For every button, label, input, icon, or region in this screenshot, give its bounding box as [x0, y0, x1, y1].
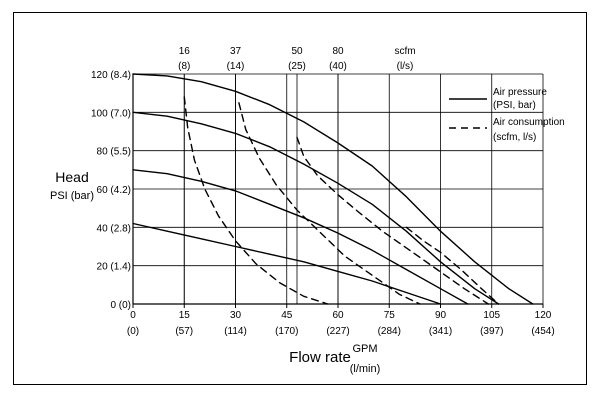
x-tick-label-secondary: (170)	[275, 326, 298, 337]
x-tick-label: 105	[483, 310, 500, 321]
y-tick-label: 120 (8.4)	[91, 70, 131, 81]
air-pressure-curve-2	[132, 111, 500, 305]
top-tick-label-secondary: (8)	[178, 61, 190, 72]
top-tick-label-secondary: (25)	[288, 61, 306, 72]
x-axis-unit-secondary: (l/min)	[350, 363, 381, 375]
air-consumption-curve-8	[405, 226, 500, 305]
x-axis-unit: GPM	[352, 343, 377, 355]
top-axis-label: scfm	[394, 46, 415, 57]
x-tick-label-secondary: (397)	[480, 326, 503, 337]
y-tick-label: 80 (5.5)	[97, 147, 131, 158]
legend-item-1-label: Air pressure	[493, 87, 547, 98]
x-tick-label-secondary: (114)	[224, 326, 247, 337]
x-tick-label: 30	[230, 310, 242, 321]
y-tick-label: 0 (0)	[110, 300, 131, 311]
x-tick-label-secondary: (0)	[127, 326, 139, 337]
legend-item-1-sublabel: (PSI, bar)	[493, 100, 536, 111]
air-consumption-curve-7	[296, 136, 489, 305]
air-pressure-curve-3	[132, 169, 469, 305]
x-tick-label: 90	[435, 310, 447, 321]
y-axis-unit: PSI (bar)	[50, 190, 94, 202]
x-tick-label: 120	[535, 310, 552, 321]
legend-background	[442, 83, 547, 148]
x-tick-label: 60	[332, 310, 344, 321]
top-axis-label-secondary: (l/s)	[397, 61, 414, 72]
legend-item-2-sublabel: (scfm, l/s)	[493, 132, 536, 143]
top-tick-label-secondary: (40)	[329, 61, 347, 72]
x-tick-label: 15	[179, 310, 191, 321]
x-tick-label-secondary: (454)	[531, 326, 554, 337]
y-tick-label: 40 (2.8)	[97, 223, 131, 234]
legend-item-2-label: Air consumption	[493, 117, 565, 128]
legend: Air pressure (PSI, bar) Air consumption …	[493, 87, 565, 143]
air-pressure-curve-1	[132, 73, 534, 305]
x-tick-label-secondary: (57)	[175, 326, 193, 337]
x-tick-label: 45	[281, 310, 293, 321]
air-consumption-curve-6	[238, 102, 421, 305]
chart-frame	[13, 12, 587, 385]
top-tick-label: 50	[291, 46, 303, 57]
x-tick-label: 0	[130, 310, 136, 321]
x-tick-label-secondary: (227)	[326, 326, 349, 337]
top-tick-label: 37	[230, 46, 242, 57]
air-consumption-curve-5	[183, 96, 329, 305]
y-tick-label: 20 (1.4)	[97, 262, 131, 273]
x-tick-label-secondary: (341)	[429, 326, 452, 337]
x-axis-label: Flow rate	[289, 349, 351, 366]
x-tick-label: 75	[384, 310, 396, 321]
top-tick-label-secondary: (14)	[227, 61, 245, 72]
top-tick-label: 80	[332, 46, 344, 57]
top-tick-label: 16	[179, 46, 191, 57]
y-tick-label: 100 (7.0)	[91, 108, 131, 119]
x-tick-label-secondary: (284)	[378, 326, 401, 337]
y-axis-label: Head	[55, 169, 88, 185]
y-tick-label: 60 (4.2)	[97, 185, 131, 196]
